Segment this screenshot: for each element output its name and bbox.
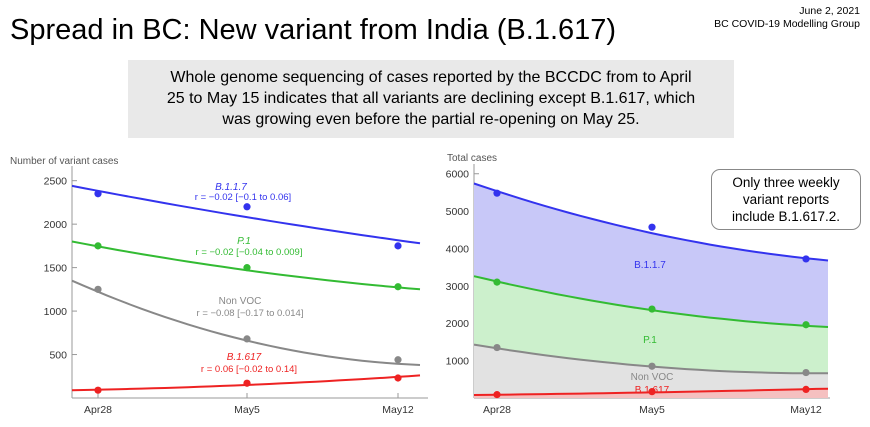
right-chart-point-b-1-617 [802,385,810,394]
right-chart-series-label-non-voc: Non VOC [631,372,674,383]
left-chart-y-tick-label: 500 [49,350,67,362]
right-chart-point-b-1-1-7 [648,223,656,231]
left-chart-point-non-voc [94,285,102,293]
callout-line-3: include B.1.617.2. [731,209,841,224]
right-chart-x-tick-label: Apr28 [483,404,511,416]
left-chart-point-p-1 [94,242,102,250]
right-chart-y-tick-label: 5000 [446,206,470,218]
slide-date: June 2, 2021 [799,5,860,17]
left-chart-y-tick-label: 1000 [44,306,68,318]
right-chart-area-b-1-1-7 [474,183,828,327]
left-chart-point-b-1-617 [243,379,251,387]
right-chart-y-tick-label: 3000 [446,281,470,293]
right-chart-point-p-1 [802,321,810,329]
left-chart-x-tick-label: May5 [234,404,260,416]
right-chart-y-tick-label: 1000 [446,356,470,368]
left-chart-fit-line-b-1-1-7 [71,184,421,245]
left-chart-y-tick-label: 2000 [44,219,68,231]
left-chart-series-label-p-1: P.1 [237,236,251,247]
right-chart-area-non-voc [474,344,828,395]
summary-line-3: was growing even before the partial re-o… [222,111,640,128]
right-chart-x-tick-label: May5 [639,404,665,416]
right-chart-y-tick-label: 2000 [446,318,470,330]
right-chart-point-non-voc [802,368,810,377]
left-chart-point-p-1 [243,264,251,272]
left-chart-stat-label-non-voc: r = −0.08 [−0.17 to 0.014] [197,308,304,319]
left-chart-series-label-non-voc: Non VOC [219,296,262,307]
summary-box: Whole genome sequencing of cases reporte… [128,60,734,138]
right-chart-y-tick-label: 4000 [446,243,470,255]
slide-meta: June 2, 2021 BC COVID-19 Modelling Group [714,5,860,31]
right-chart-point-b-1-617 [648,388,656,396]
callout-line-1: Only three weekly [732,175,840,190]
right-chart-x-tick-label: May12 [790,404,822,416]
left-chart-point-non-voc [394,356,402,364]
right-chart-point-non-voc [648,362,656,370]
summary-line-2: 25 to May 15 indicates that all variants… [166,90,696,107]
right-chart-fit-line-b-1-1-7 [473,182,829,262]
right-chart-series-label-b-1-617: B.1.617 [635,385,670,396]
right-chart-point-b-1-1-7 [802,255,810,263]
right-chart-area-p-1 [474,276,828,374]
left-chart-point-b-1-1-7 [394,242,402,250]
left-chart-point-b-1-1-7 [243,203,251,211]
right-chart-point-b-1-617 [493,391,501,399]
left-chart-series-label-b-1-617: B.1.617 [227,352,262,363]
right-chart-series-label-b-1-1-7: B.1.1.7 [634,260,666,271]
left-chart-point-b-1-617 [94,386,102,394]
right-chart-y-tick-label: 6000 [446,169,470,181]
left-chart-point-non-voc [243,335,251,343]
callout-line-2: variant reports [742,192,830,207]
left-chart-x-tick-label: May12 [382,404,414,416]
right-chart-point-p-1 [648,305,656,313]
left-chart-y-title: Number of variant cases [10,156,118,167]
right-chart-point-b-1-1-7 [493,189,501,197]
left-chart-point-b-1-1-7 [94,190,102,198]
left-chart-stat-label-b-1-617: r = 0.06 [−0.02 to 0.14] [201,364,297,375]
slide-title: Spread in BC: New variant from India (B.… [10,14,617,46]
slide-group: BC COVID-19 Modelling Group [714,18,860,30]
left-chart-y-tick-label: 2500 [44,176,68,188]
summary-line-1: Whole genome sequencing of cases reporte… [170,69,692,86]
left-chart-stat-label-p-1: r = −0.02 [−0.04 to 0.009] [196,247,303,258]
left-chart-y-tick-label: 1500 [44,263,68,275]
left-chart-stat-label-b-1-1-7: r = −0.02 [−0.1 to 0.06] [195,192,291,203]
left-chart-series-label-b-1-1-7: B.1.1.7 [215,182,247,193]
left-chart-point-p-1 [394,283,402,291]
left-chart-point-b-1-617 [394,374,402,382]
callout-box: Only three weekly variant reports includ… [711,169,861,230]
right-chart-y-title: Total cases [447,153,497,164]
right-chart-series-label-p-1: P.1 [643,335,657,346]
left-chart-x-tick-label: Apr28 [84,404,112,416]
right-chart-point-non-voc [493,343,501,352]
right-chart-point-p-1 [493,278,501,286]
